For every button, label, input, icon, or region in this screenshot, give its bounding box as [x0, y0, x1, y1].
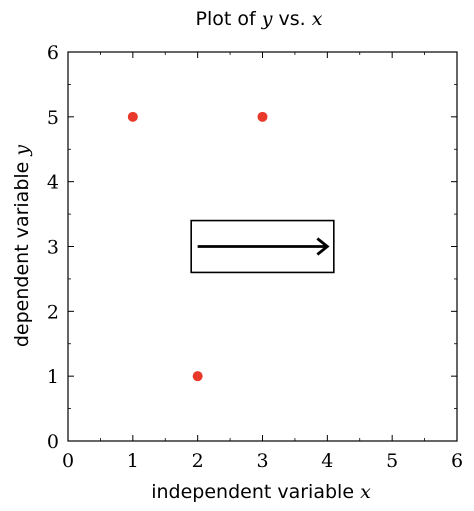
y-tick-label: 0: [47, 431, 59, 453]
y-tick-label: 5: [47, 107, 59, 129]
x-tick-label: 4: [321, 450, 333, 472]
x-tick-label: 3: [256, 450, 268, 472]
x-tick-label: 0: [62, 450, 74, 472]
ticks: 0 1 2 3 4 5 6 0 1 2 3 4 5 6: [47, 42, 463, 472]
y-tick-label: 1: [47, 366, 59, 388]
y-tick-label: 3: [47, 237, 59, 259]
data-point: [192, 371, 203, 382]
annotation-arrow-head: [316, 237, 330, 256]
x-tick-label: 5: [386, 450, 398, 472]
y-tick-label: 6: [47, 42, 59, 64]
chart-title: Plot of y vs. x: [196, 8, 323, 30]
x-tick-label: 6: [451, 450, 463, 472]
y-tick-label: 4: [47, 172, 59, 194]
y-tick-label: 2: [47, 301, 59, 323]
data-point: [257, 111, 268, 122]
x-axis-label: independent variable x: [151, 481, 371, 503]
x-tick-label: 2: [192, 450, 204, 472]
annotation-box: [190, 219, 335, 274]
data-point: [127, 111, 138, 122]
annotation: [190, 219, 335, 274]
data-points: [127, 111, 268, 382]
y-axis-label: dependent variable y: [11, 145, 33, 348]
x-tick-label: 1: [127, 450, 139, 472]
